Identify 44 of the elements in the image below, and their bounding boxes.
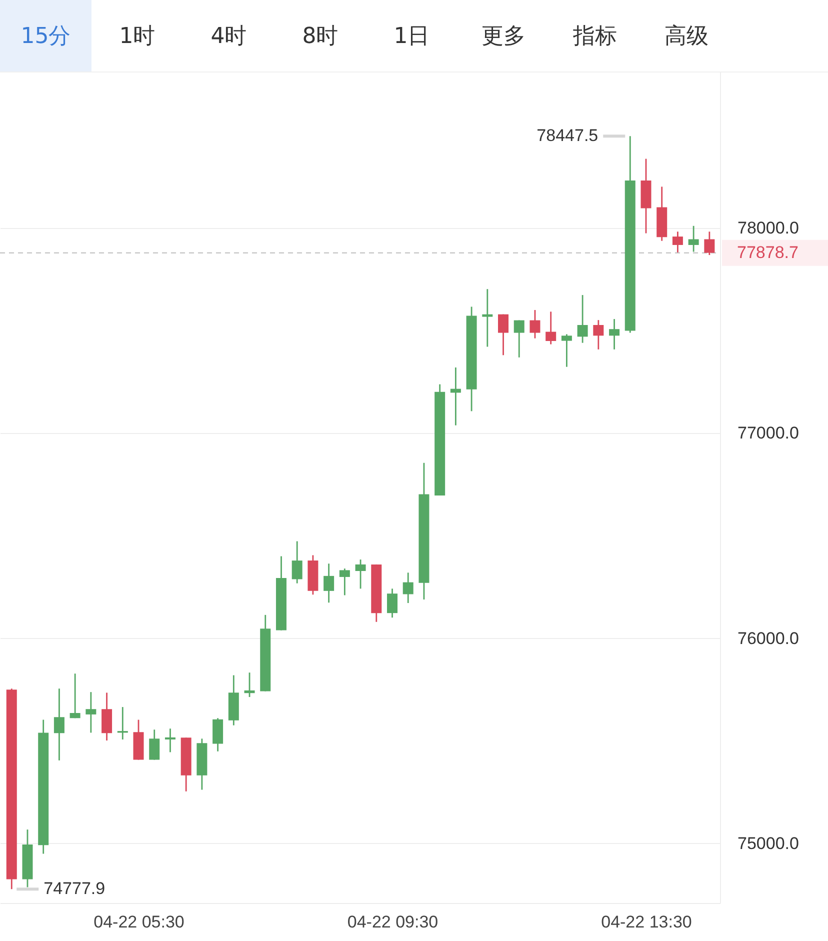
candlestick: [149, 728, 160, 760]
text: 8时: [302, 24, 338, 49]
y-tick-label: 76000.0: [738, 628, 799, 648]
candlestick: [450, 366, 461, 426]
candlestick: [546, 310, 556, 345]
x-tick-label: 04-22 05:30: [94, 912, 184, 932]
x-tick-label: 04-22 09:30: [347, 912, 438, 932]
y-tick-label: 77000.0: [738, 424, 799, 443]
candlestick: [561, 334, 572, 368]
candlestick: [530, 309, 540, 340]
text: 高级: [664, 24, 708, 49]
candlestick: [244, 672, 255, 698]
candlestick: [514, 320, 524, 358]
candlestick: [54, 688, 64, 762]
candlestick: [609, 318, 620, 350]
candlestick: [164, 728, 176, 753]
ref-line-label: 77878.7: [737, 242, 798, 262]
candlestick: [402, 572, 414, 604]
text: 更多: [481, 24, 526, 49]
candlestick: [593, 319, 604, 350]
candlestick: [70, 672, 80, 719]
candlestick: [498, 314, 509, 356]
candlestick: [324, 562, 334, 604]
annotation: 74777.9: [44, 879, 106, 898]
y-tick-label: 78000.0: [738, 218, 799, 238]
candlestick: [688, 225, 699, 252]
text: 指标: [572, 24, 617, 49]
candlestick: [339, 568, 350, 596]
candlestick: [672, 230, 683, 254]
annotation: 78447.5: [536, 126, 598, 146]
y-tick-label: 75000.0: [738, 834, 799, 853]
candlestick: [386, 588, 398, 618]
candlestick: [292, 540, 302, 584]
candlestick: [86, 691, 96, 734]
candlestick: [355, 558, 366, 590]
candlestick: [704, 230, 715, 256]
text: 1时: [119, 24, 156, 49]
text: 1日: [394, 24, 430, 49]
text: 15分: [20, 24, 71, 49]
candlestick: [117, 706, 128, 740]
candlestick: [577, 294, 588, 344]
text: 4时: [210, 24, 247, 49]
x-tick-label: 04-22 13:30: [601, 912, 692, 932]
candlestick: [482, 288, 493, 348]
